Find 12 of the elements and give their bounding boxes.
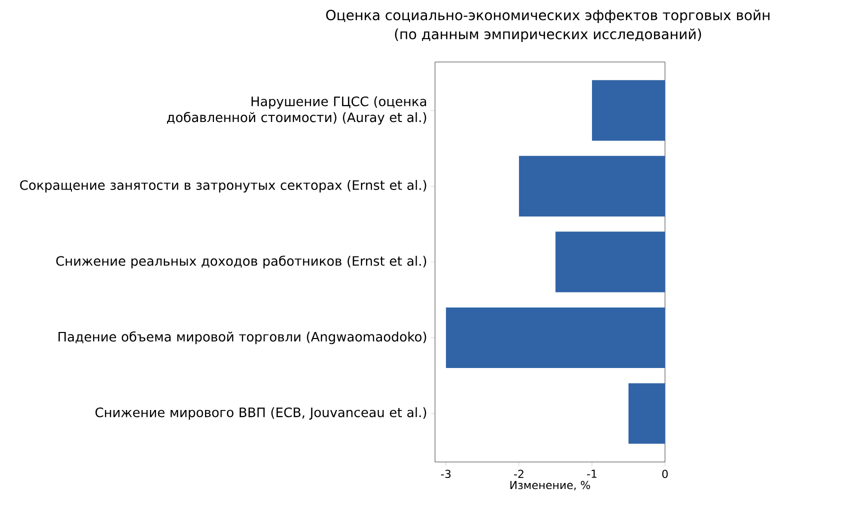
y-tick-label: Снижение реальных доходов работников (Ernst et al.): [56, 256, 426, 268]
x-tick-label: -1: [587, 470, 596, 478]
y-tick-label: Падение объема мировой торговли (Angwaomaodoko): [58, 331, 426, 344]
chart-title: Оценка социально-экономических эффектов торговых войн: [326, 10, 770, 24]
x-axis-title: Изменение, %: [510, 480, 590, 490]
y-tick-label: Снижение мирового ВВП (ECB, Jouvanceau et al.): [95, 407, 426, 420]
chart-subtitle: (по данным эмпирических исследований): [395, 28, 702, 42]
y-tick-label: Сокращение занятости в затронутых секторах (Ernst et al.): [20, 180, 426, 192]
x-tick-label: -3: [441, 470, 451, 478]
y-tick-label: Нарушение ГЦСС (оценка добавленной стоимости) (Auray et al.): [167, 96, 426, 125]
x-tick-label: -2: [514, 470, 524, 478]
x-tick-label: 0: [662, 470, 668, 478]
